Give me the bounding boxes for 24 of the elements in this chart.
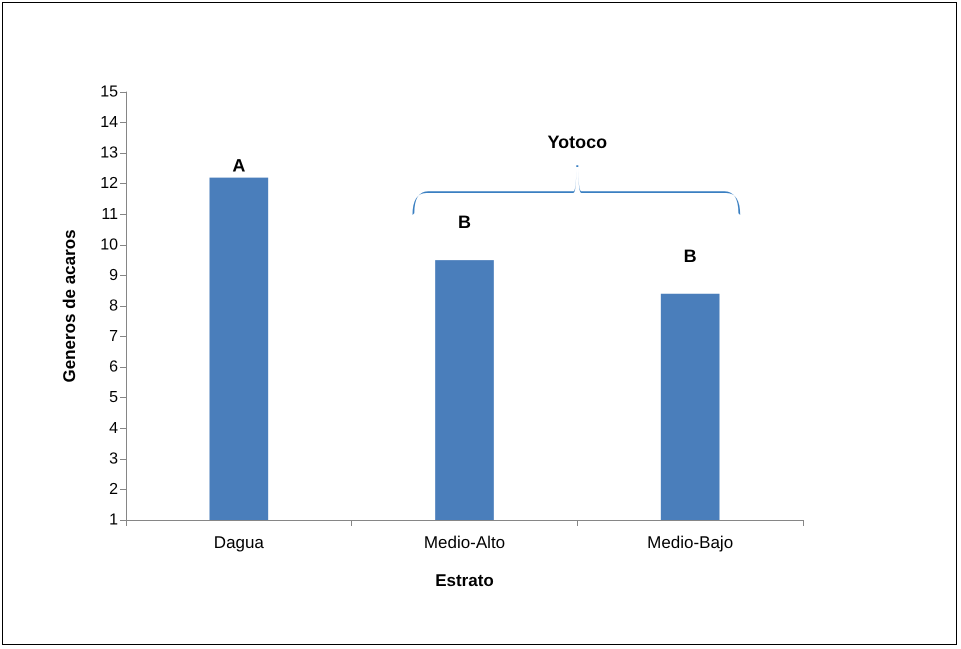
annotation: Yotoco <box>547 132 608 152</box>
y-tick-label: 2 <box>109 480 118 498</box>
y-tick-label: 14 <box>100 114 118 132</box>
annotation: A <box>232 156 246 176</box>
y-tick-label: 12 <box>100 175 118 192</box>
y-tick-label: 6 <box>109 358 118 376</box>
y-tick-label: 8 <box>109 298 118 314</box>
y-tick-label: 9 <box>109 266 118 284</box>
x-tick-label: Medio-Bajo <box>647 533 734 552</box>
y-tick-label: 1 <box>109 512 118 528</box>
y-tick-label: 7 <box>109 328 118 346</box>
x-tick-label: Medio-Alto <box>424 533 506 552</box>
y-tick-label: 11 <box>101 206 118 223</box>
annotation: B <box>458 212 471 232</box>
y-tick-label: 15 <box>100 84 118 100</box>
y-axis-title: Generos de acaros <box>60 229 79 383</box>
y-tick-label: 3 <box>109 450 118 468</box>
y-tick-label: 13 <box>100 144 118 162</box>
y-tick-label: 4 <box>109 420 118 437</box>
y-tick-label: 5 <box>109 389 118 406</box>
y-tick-label: 10 <box>100 236 118 254</box>
x-axis-title: Estrato <box>435 571 494 590</box>
annotation: B <box>684 246 697 266</box>
x-tick-label: Dagua <box>214 533 264 552</box>
